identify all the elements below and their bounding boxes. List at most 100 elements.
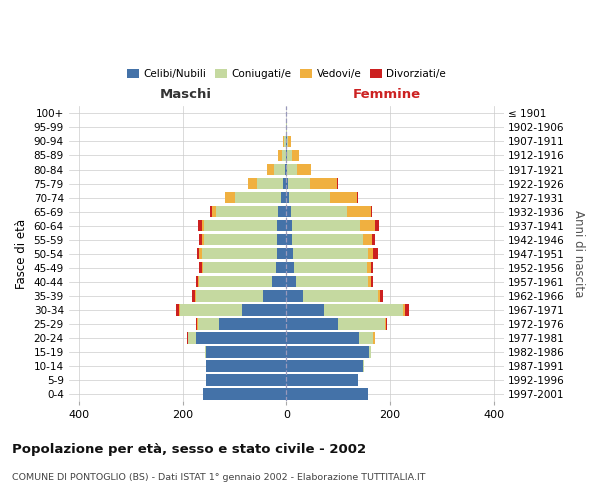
Bar <box>363 360 364 372</box>
Text: Popolazione per età, sesso e stato civile - 2002: Popolazione per età, sesso e stato civil… <box>12 442 366 456</box>
Bar <box>282 150 286 161</box>
Text: Femmine: Femmine <box>352 88 421 101</box>
Bar <box>277 234 286 245</box>
Bar <box>281 192 286 203</box>
Text: Maschi: Maschi <box>160 88 212 101</box>
Bar <box>290 206 347 218</box>
Bar <box>205 346 206 358</box>
Bar <box>179 304 180 316</box>
Bar <box>199 262 202 274</box>
Bar <box>205 234 277 245</box>
Bar <box>373 234 375 245</box>
Bar <box>198 318 219 330</box>
Bar <box>289 192 331 203</box>
Bar <box>286 192 289 203</box>
Legend: Celibi/Nubili, Coniugati/e, Vedovi/e, Divorziati/e: Celibi/Nubili, Coniugati/e, Vedovi/e, Di… <box>123 64 450 83</box>
Bar <box>192 290 194 302</box>
Bar <box>212 206 216 218</box>
Bar <box>403 304 404 316</box>
Bar <box>404 304 409 316</box>
Bar <box>286 332 359 344</box>
Bar <box>363 234 373 245</box>
Bar <box>267 164 274 175</box>
Bar <box>283 178 286 190</box>
Bar <box>199 248 202 260</box>
Bar <box>277 220 286 232</box>
Bar <box>286 374 358 386</box>
Bar <box>371 262 373 274</box>
Bar <box>216 206 278 218</box>
Bar <box>278 206 286 218</box>
Bar <box>274 164 285 175</box>
Bar <box>196 290 263 302</box>
Bar <box>289 136 291 147</box>
Bar <box>287 164 297 175</box>
Bar <box>242 304 286 316</box>
Bar <box>288 178 310 190</box>
Bar <box>176 304 179 316</box>
Bar <box>286 276 296 287</box>
Bar <box>292 234 363 245</box>
Bar <box>283 136 284 147</box>
Bar <box>286 290 303 302</box>
Bar <box>286 346 370 358</box>
Bar <box>180 304 242 316</box>
Bar <box>202 234 205 245</box>
Bar <box>286 388 368 400</box>
Bar <box>371 206 373 218</box>
Bar <box>380 290 383 302</box>
Bar <box>297 164 311 175</box>
Bar <box>276 262 286 274</box>
Bar <box>202 262 203 274</box>
Bar <box>373 248 377 260</box>
Bar <box>286 164 287 175</box>
Bar <box>292 220 360 232</box>
Bar <box>203 388 286 400</box>
Bar <box>196 332 286 344</box>
Bar <box>367 262 371 274</box>
Bar <box>286 318 338 330</box>
Text: COMUNE DI PONTOGLIO (BS) - Dati ISTAT 1° gennaio 2002 - Elaborazione TUTTITALIA.: COMUNE DI PONTOGLIO (BS) - Dati ISTAT 1°… <box>12 472 425 482</box>
Y-axis label: Fasce di età: Fasce di età <box>15 218 28 288</box>
Bar <box>277 248 286 260</box>
Bar <box>293 262 367 274</box>
Bar <box>197 318 198 330</box>
Bar <box>205 220 277 232</box>
Bar <box>263 290 286 302</box>
Bar <box>203 262 276 274</box>
Bar <box>194 290 196 302</box>
Bar <box>286 360 363 372</box>
Bar <box>371 276 373 287</box>
Bar <box>286 304 324 316</box>
Bar <box>210 206 212 218</box>
Bar <box>199 276 272 287</box>
Bar <box>374 220 379 232</box>
Bar <box>235 192 281 203</box>
Bar <box>368 248 373 260</box>
Bar <box>199 234 202 245</box>
Bar <box>248 178 257 190</box>
Bar <box>198 220 202 232</box>
Bar <box>219 318 286 330</box>
Bar <box>310 178 337 190</box>
Y-axis label: Anni di nascita: Anni di nascita <box>572 210 585 298</box>
Bar <box>225 192 235 203</box>
Bar <box>206 374 286 386</box>
Bar <box>324 304 403 316</box>
Bar <box>257 178 283 190</box>
Bar <box>198 276 199 287</box>
Bar <box>370 346 371 358</box>
Bar <box>285 164 286 175</box>
Bar <box>296 276 368 287</box>
Bar <box>303 290 378 302</box>
Bar <box>187 332 188 344</box>
Bar <box>386 318 387 330</box>
Bar <box>368 276 371 287</box>
Bar <box>188 332 196 344</box>
Bar <box>272 276 286 287</box>
Bar <box>284 136 286 147</box>
Bar <box>338 318 385 330</box>
Bar <box>196 318 197 330</box>
Bar <box>286 206 290 218</box>
Bar <box>360 220 374 232</box>
